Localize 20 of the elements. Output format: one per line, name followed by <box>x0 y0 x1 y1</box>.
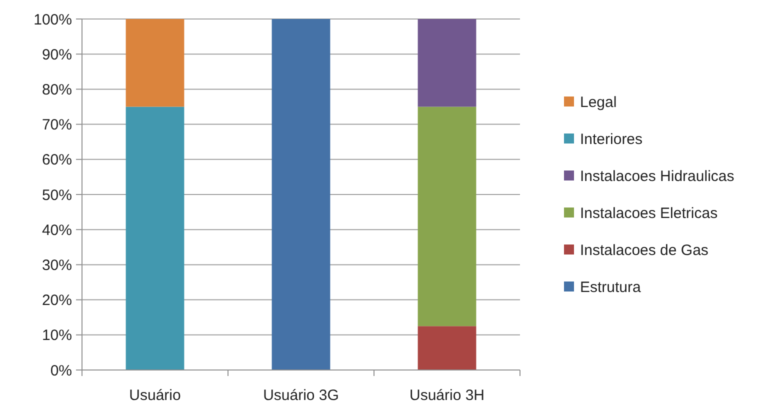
legend-label: Instalacoes Eletricas <box>580 204 718 222</box>
legend-label: Estrutura <box>580 278 642 296</box>
y-tick-label: 100% <box>34 11 72 28</box>
legend-label: Instalacoes de Gas <box>580 242 708 259</box>
y-tick-label: 80% <box>42 81 72 98</box>
y-tick-label: 10% <box>42 327 72 344</box>
x-tick-label: Usuário 3H <box>409 387 485 404</box>
y-tick-label: 60% <box>42 152 72 169</box>
legend-label: Legal <box>580 94 617 111</box>
y-tick-label: 40% <box>42 222 72 239</box>
legend-label: Interiores <box>580 130 643 148</box>
y-tick-label: 0% <box>50 362 72 380</box>
x-tick-label: Usuário <box>129 387 181 404</box>
x-tick-label: Usuário 3G <box>263 387 339 404</box>
y-tick-label: 70% <box>42 116 72 134</box>
legend-label: Instalacoes Hidraulicas <box>580 168 734 185</box>
y-tick-label: 50% <box>42 186 72 204</box>
y-tick-label: 20% <box>42 292 72 310</box>
y-tick-label: 90% <box>42 46 72 64</box>
y-tick-label: 30% <box>42 256 72 274</box>
